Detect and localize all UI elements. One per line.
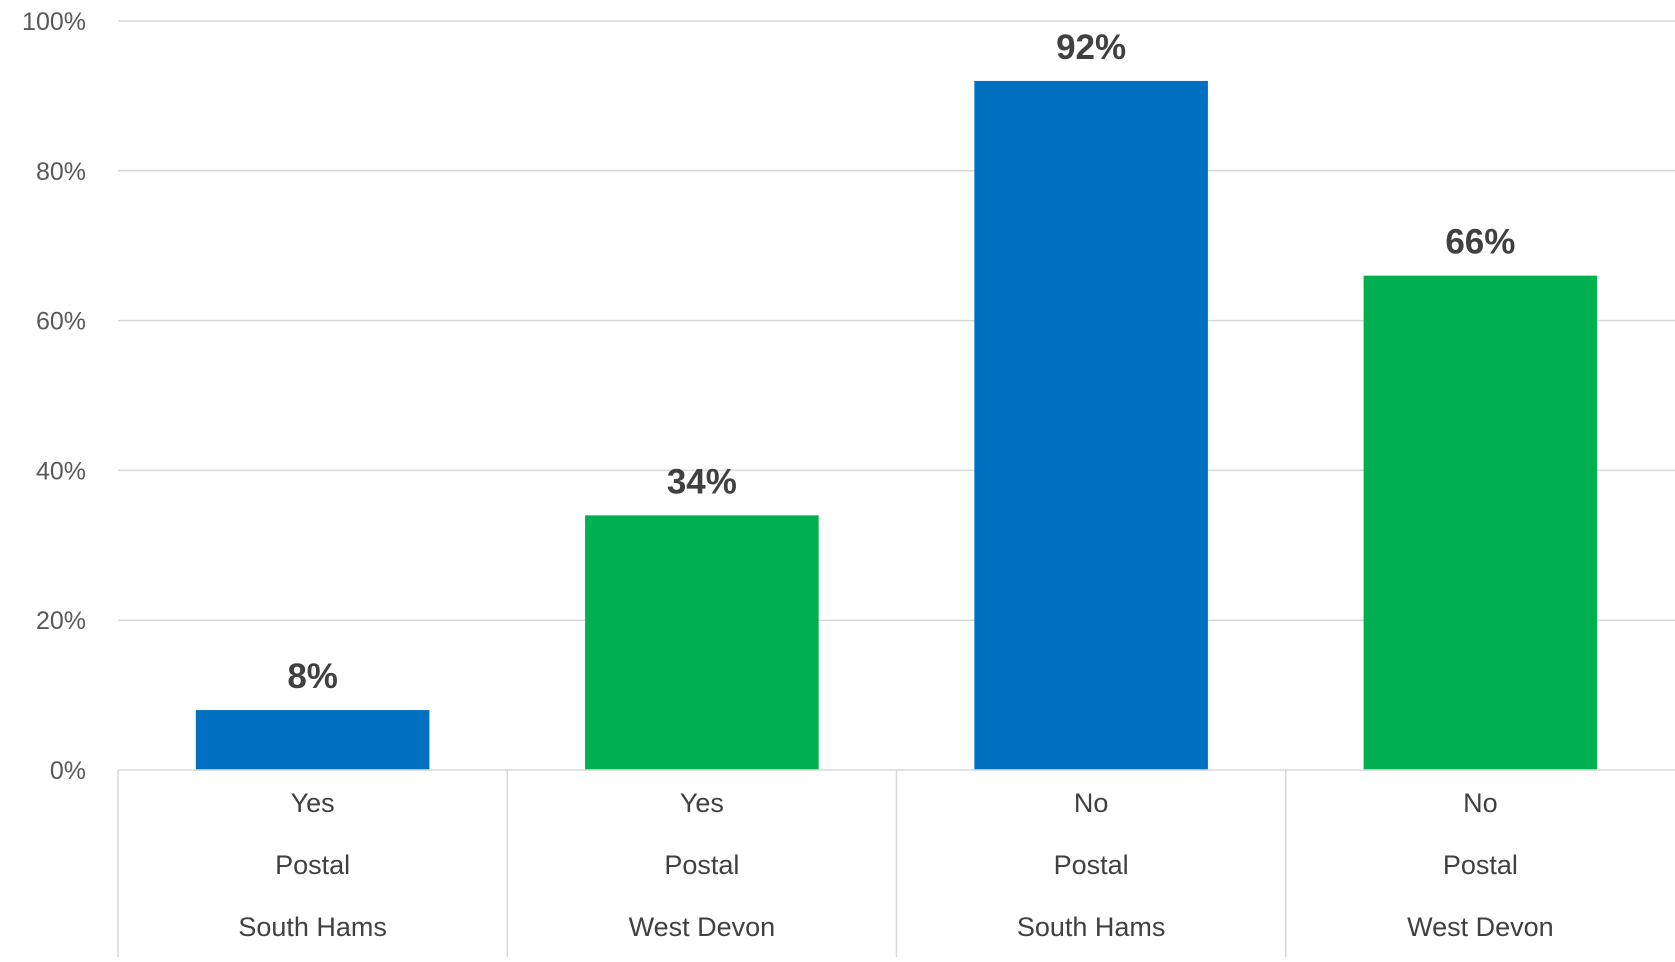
- y-tick-label: 20%: [36, 607, 86, 635]
- x-axis: Yes Postal South Hams Yes Postal West Devon No…: [117, 769, 1675, 957]
- bar: [195, 710, 430, 770]
- data-labels: 8% 34% 92% 66%: [287, 28, 1515, 696]
- data-label: 92%: [1056, 28, 1126, 67]
- x-category-label: Postal: [1443, 850, 1518, 880]
- y-tick-label: 60%: [36, 308, 86, 336]
- x-category-label: No: [1463, 788, 1498, 818]
- y-tick-label: 100%: [22, 8, 86, 36]
- x-category-label: West Devon: [629, 912, 776, 942]
- data-label: 66%: [1445, 223, 1515, 262]
- x-category-label: South Hams: [238, 912, 387, 942]
- bars: [195, 80, 1598, 771]
- x-category-label: No: [1074, 788, 1109, 818]
- x-category-label: Postal: [275, 850, 350, 880]
- x-category-label: Yes: [680, 788, 724, 818]
- y-axis-ticks: 0% 20% 40% 60% 80% 100%: [22, 8, 86, 785]
- data-label: 8%: [287, 657, 338, 696]
- x-category-label: South Hams: [1017, 912, 1166, 942]
- y-tick-label: 0%: [50, 757, 86, 785]
- y-tick-label: 80%: [36, 158, 86, 186]
- bar: [974, 80, 1208, 771]
- x-category-label: Postal: [1054, 850, 1129, 880]
- bar: [1363, 275, 1598, 770]
- x-category-label: West Devon: [1407, 912, 1554, 942]
- data-label: 34%: [667, 462, 737, 501]
- y-tick-label: 40%: [36, 457, 86, 485]
- bar: [585, 515, 819, 770]
- x-category-label: Postal: [664, 850, 739, 880]
- x-category-label: Yes: [291, 788, 335, 818]
